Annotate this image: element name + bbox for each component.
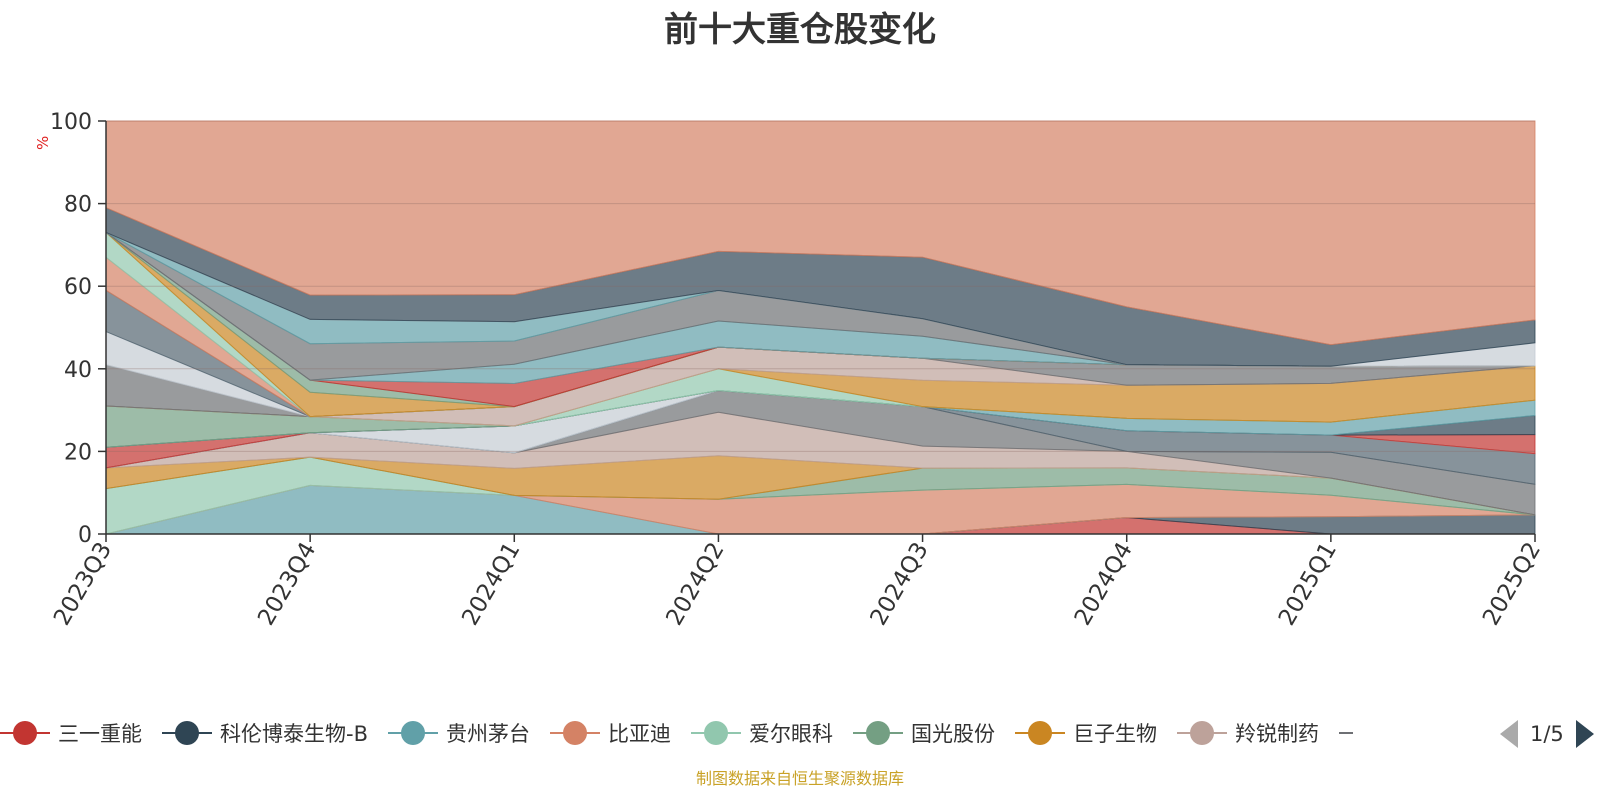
legend-label: 巨子生物 bbox=[1072, 722, 1157, 746]
chart-title: 前十大重仓股变化 bbox=[664, 10, 936, 50]
legend-marker-icon bbox=[1176, 720, 1227, 746]
legend-label: 三一重能 bbox=[58, 722, 142, 746]
y-tick-label: 40 bbox=[64, 358, 92, 383]
legend-item[interactable]: 贵州茅台 bbox=[387, 718, 530, 748]
legend-label: 国光股份 bbox=[910, 722, 995, 746]
legend-marker-icon bbox=[690, 720, 741, 746]
area-series-32 bbox=[105, 120, 1536, 346]
x-tick-label: 2025Q1 bbox=[1274, 538, 1342, 630]
legend-marker-icon bbox=[1014, 720, 1065, 746]
x-tick-labels: 2023Q3 2023Q4 2024Q1 2024Q2 2024Q3 2024Q4 2025… bbox=[49, 534, 1546, 630]
legend-label: 比亚迪 bbox=[607, 722, 671, 746]
legend-item[interactable]: 比亚迪 bbox=[549, 718, 671, 748]
y-tick-labels: 0 20 40 60 80 100 bbox=[50, 110, 106, 548]
x-tick-label: 2024Q1 bbox=[457, 538, 525, 630]
x-tick-label: 2025Q2 bbox=[1478, 538, 1546, 630]
legend-marker-icon bbox=[162, 720, 212, 746]
legend-item[interactable]: 科伦博泰生物-B bbox=[162, 718, 368, 748]
y-tick-label: 80 bbox=[64, 193, 92, 218]
pager-prev-icon[interactable] bbox=[1500, 720, 1518, 748]
legend-marker-icon bbox=[387, 720, 438, 746]
legend-label: 贵州茅台 bbox=[445, 722, 530, 746]
legend-label: 羚锐制药 bbox=[1234, 722, 1319, 746]
y-tick-label: 0 bbox=[78, 523, 92, 548]
x-tick-label: 2023Q4 bbox=[253, 538, 321, 630]
y-tick-label: 60 bbox=[64, 275, 92, 300]
pager-next-icon[interactable] bbox=[1575, 720, 1594, 748]
y-axis-unit-label: % bbox=[34, 135, 52, 150]
legend: 三一重能 科伦博泰生物-B 贵州茅台 比亚迪 爱尔眼科 国光股份 巨子生物 羚锐制药 bbox=[0, 713, 1480, 753]
legend-item[interactable]: 巨子生物 bbox=[1014, 718, 1157, 748]
legend-label: 科伦博泰生物-B bbox=[220, 722, 368, 746]
legend-label: 爱尔眼科 bbox=[748, 722, 833, 746]
x-tick-label: 2024Q4 bbox=[1070, 538, 1138, 630]
area-series-group bbox=[105, 120, 1536, 535]
legend-pager: 1/5 bbox=[1500, 716, 1594, 752]
legend-item[interactable]: 三一重能 bbox=[0, 718, 142, 748]
legend-marker-icon bbox=[1338, 720, 1353, 746]
legend-marker-icon bbox=[549, 720, 600, 746]
pager-indicator: 1/5 bbox=[1530, 722, 1564, 746]
legend-item[interactable]: 爱尔眼科 bbox=[690, 718, 833, 748]
legend-item-truncated[interactable] bbox=[1338, 720, 1361, 746]
x-tick-label: 2024Q2 bbox=[661, 538, 729, 630]
axes bbox=[105, 121, 1535, 535]
y-tick-label: 20 bbox=[64, 440, 92, 465]
legend-item[interactable]: 羚锐制药 bbox=[1176, 718, 1319, 748]
legend-marker-icon bbox=[0, 720, 50, 746]
legend-item[interactable]: 国光股份 bbox=[852, 718, 995, 748]
source-note: 制图数据来自恒生聚源数据库 bbox=[695, 769, 904, 788]
x-tick-label: 2024Q3 bbox=[866, 538, 934, 630]
y-tick-label: 100 bbox=[50, 110, 92, 135]
grid-lines bbox=[106, 120, 1535, 452]
x-tick-label: 2023Q3 bbox=[49, 538, 117, 630]
legend-marker-icon bbox=[852, 720, 903, 746]
